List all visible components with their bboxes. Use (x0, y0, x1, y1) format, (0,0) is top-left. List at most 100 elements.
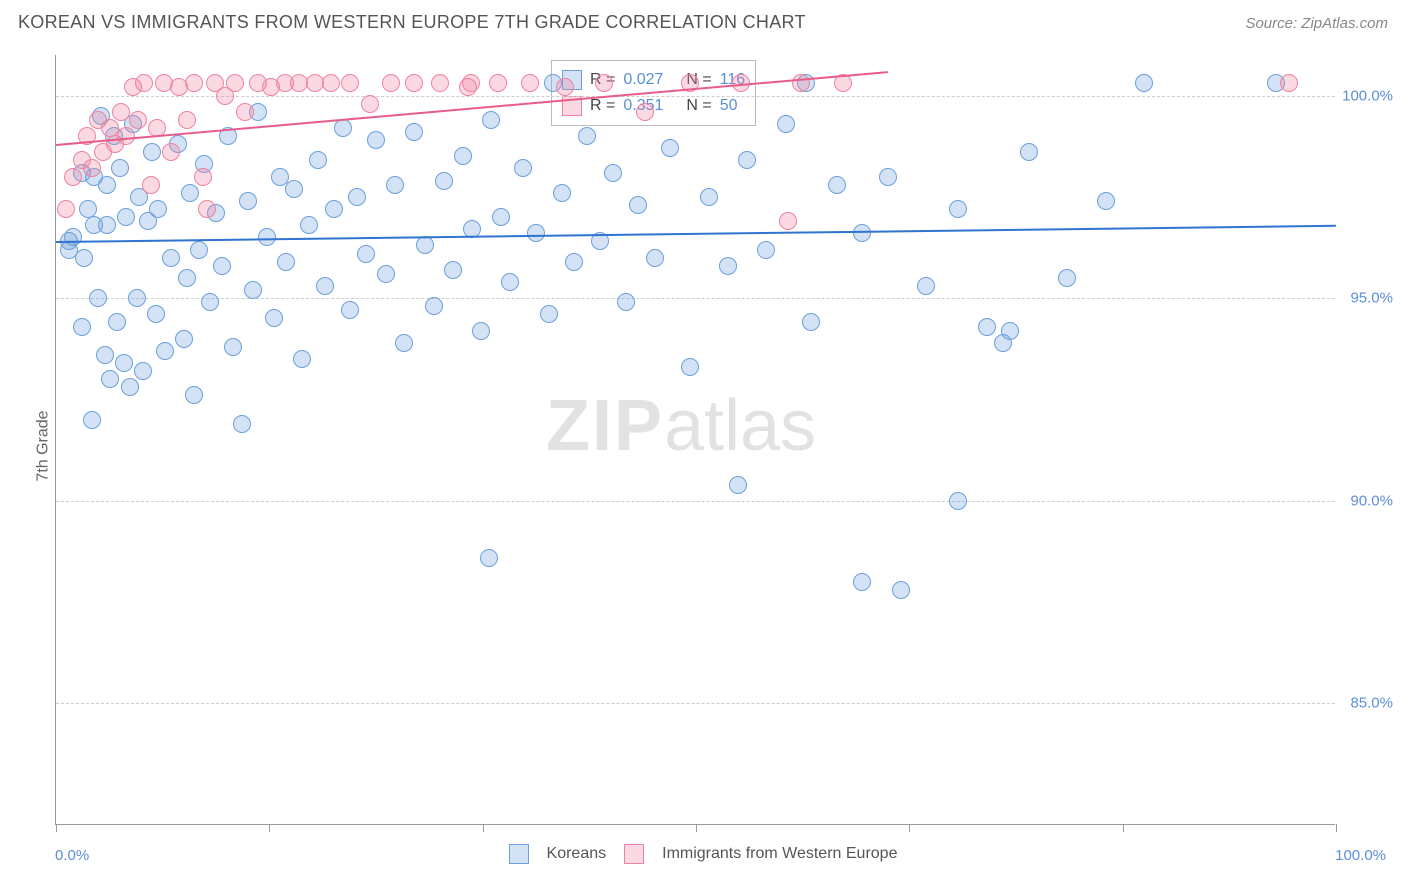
data-point (578, 127, 596, 145)
data-point (198, 200, 216, 218)
data-point (108, 313, 126, 331)
data-point (604, 164, 622, 182)
data-point (83, 159, 101, 177)
data-point (1001, 322, 1019, 340)
data-point (435, 172, 453, 190)
data-point (1135, 74, 1153, 92)
data-point (492, 208, 510, 226)
data-point (135, 74, 153, 92)
legend-label-immigrants: Immigrants from Western Europe (662, 845, 897, 863)
data-point (556, 78, 574, 96)
data-point (853, 224, 871, 242)
data-point (147, 305, 165, 323)
data-point (64, 168, 82, 186)
data-point (325, 200, 343, 218)
data-point (917, 277, 935, 295)
gridline (56, 298, 1335, 299)
x-tick (269, 824, 270, 832)
data-point (892, 581, 910, 599)
data-point (181, 184, 199, 202)
plot-area: ZIPatlas R =0.027N =116R =0.351N =50 85.… (55, 55, 1335, 825)
legend-label-koreans: Koreans (547, 845, 607, 863)
data-point (646, 249, 664, 267)
data-point (377, 265, 395, 283)
data-point (719, 257, 737, 275)
data-point (1097, 192, 1115, 210)
data-point (700, 188, 718, 206)
trend-line (56, 225, 1336, 243)
data-point (190, 241, 208, 259)
data-point (226, 74, 244, 92)
data-point (162, 249, 180, 267)
data-point (482, 111, 500, 129)
data-point (57, 200, 75, 218)
data-point (405, 123, 423, 141)
y-tick-label: 95.0% (1350, 290, 1393, 307)
data-point (129, 111, 147, 129)
data-point (101, 370, 119, 388)
data-point (115, 354, 133, 372)
data-point (361, 95, 379, 113)
data-point (425, 297, 443, 315)
data-point (285, 180, 303, 198)
data-point (306, 74, 324, 92)
stats-row: R =0.027N =116 (562, 67, 745, 93)
x-tick (696, 824, 697, 832)
data-point (978, 318, 996, 336)
data-point (595, 74, 613, 92)
x-tick (1123, 824, 1124, 832)
data-point (128, 289, 146, 307)
data-point (1058, 269, 1076, 287)
y-axis-label: 7th Grade (35, 410, 53, 481)
data-point (236, 103, 254, 121)
data-point (565, 253, 583, 271)
data-point (357, 245, 375, 263)
data-point (777, 115, 795, 133)
data-point (949, 492, 967, 510)
data-point (149, 200, 167, 218)
data-point (853, 573, 871, 591)
gridline (56, 703, 1335, 704)
stats-n-value: 50 (720, 93, 738, 119)
data-point (316, 277, 334, 295)
data-point (416, 236, 434, 254)
data-point (879, 168, 897, 186)
data-point (828, 176, 846, 194)
x-tick (909, 824, 910, 832)
legend-swatch-koreans (509, 844, 529, 864)
data-point (89, 289, 107, 307)
data-point (194, 168, 212, 186)
data-point (348, 188, 366, 206)
data-point (162, 143, 180, 161)
data-point (156, 342, 174, 360)
data-point (134, 362, 152, 380)
data-point (178, 111, 196, 129)
data-point (178, 269, 196, 287)
data-point (636, 103, 654, 121)
data-point (757, 241, 775, 259)
data-point (83, 411, 101, 429)
data-point (629, 196, 647, 214)
chart-title: KOREAN VS IMMIGRANTS FROM WESTERN EUROPE… (18, 12, 806, 33)
stats-n-label: N = (686, 93, 711, 119)
data-point (244, 281, 262, 299)
data-point (265, 309, 283, 327)
data-point (300, 216, 318, 234)
x-tick (483, 824, 484, 832)
x-tick (56, 824, 57, 832)
data-point (277, 253, 295, 271)
data-point (738, 151, 756, 169)
legend-swatch-immigrants (624, 844, 644, 864)
data-point (96, 346, 114, 364)
data-point (431, 74, 449, 92)
data-point (489, 74, 507, 92)
data-point (185, 74, 203, 92)
data-point (472, 322, 490, 340)
data-point (239, 192, 257, 210)
data-point (382, 74, 400, 92)
data-point (185, 386, 203, 404)
data-point (143, 143, 161, 161)
data-point (521, 74, 539, 92)
data-point (661, 139, 679, 157)
data-point (1020, 143, 1038, 161)
